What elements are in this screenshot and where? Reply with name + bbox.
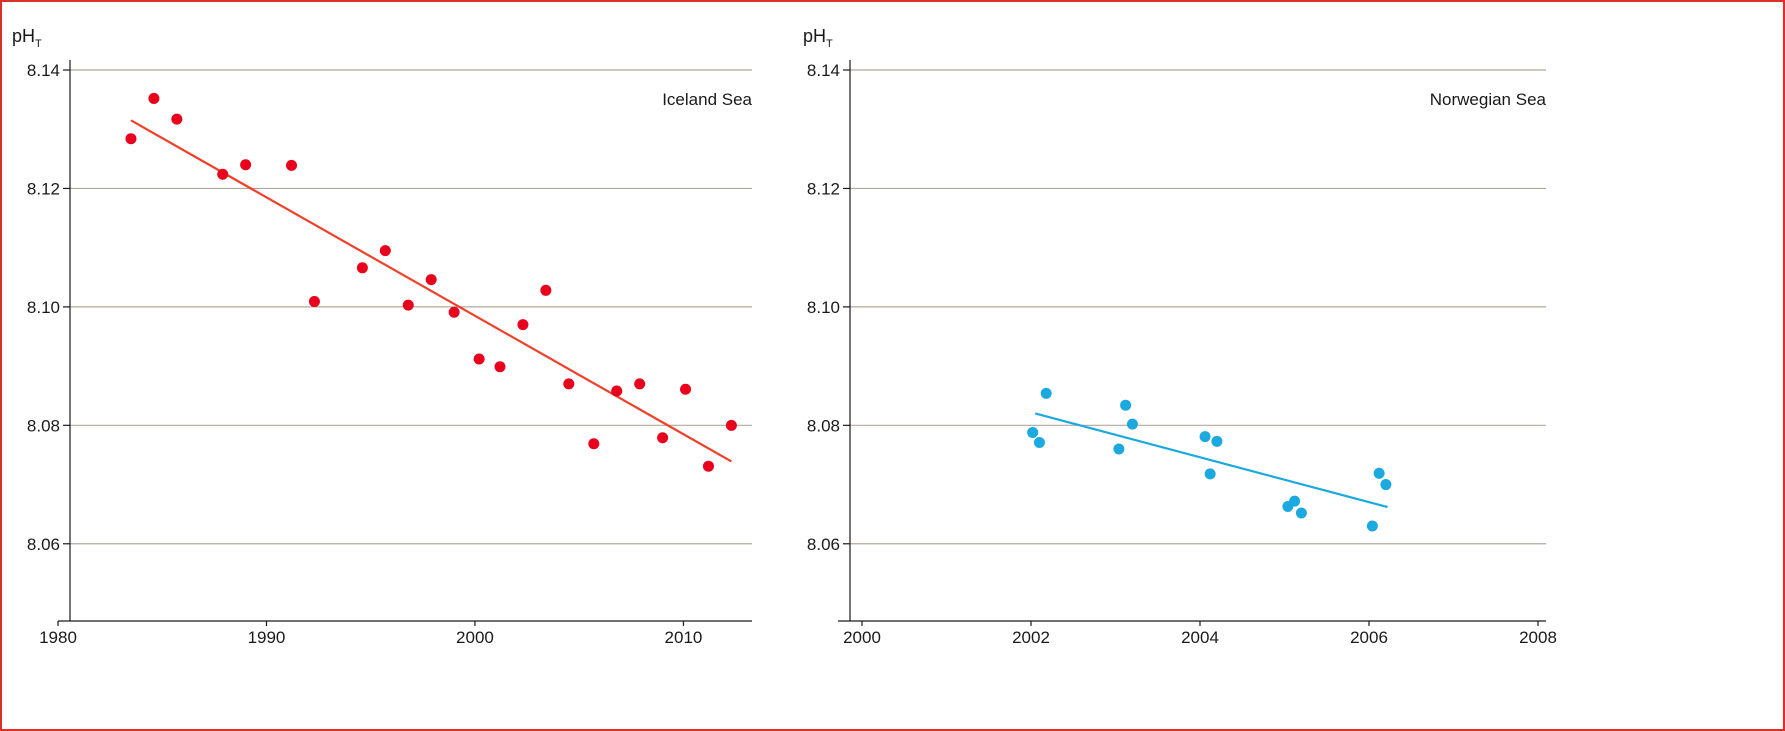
data-point xyxy=(1366,520,1378,532)
data-point xyxy=(1373,467,1385,479)
data-point xyxy=(588,438,600,450)
data-point xyxy=(425,274,437,286)
data-point xyxy=(680,383,692,395)
data-point xyxy=(473,353,485,365)
y-tick-label: 8.08 xyxy=(807,416,840,435)
y-tick-label: 8.14 xyxy=(27,61,60,80)
data-point xyxy=(634,378,646,390)
y-tick-label: 8.06 xyxy=(27,535,60,554)
trend-line xyxy=(1034,412,1388,509)
data-point xyxy=(1289,495,1301,507)
x-tick-label: 2004 xyxy=(1181,628,1219,647)
y-tick-label: 8.08 xyxy=(27,416,60,435)
x-tick-label: 2002 xyxy=(1012,628,1050,647)
data-point xyxy=(402,299,414,311)
data-point xyxy=(702,460,714,472)
data-point xyxy=(1380,479,1392,491)
data-point xyxy=(1204,468,1216,480)
data-point xyxy=(725,419,737,431)
x-tick-label: 2000 xyxy=(843,628,881,647)
x-tick-label: 1980 xyxy=(39,628,77,647)
y-tick-label: 8.06 xyxy=(807,535,840,554)
data-point xyxy=(1199,431,1211,443)
data-point xyxy=(379,245,391,257)
x-tick-label: 2006 xyxy=(1350,628,1388,647)
data-point xyxy=(540,284,552,296)
grid-lines xyxy=(850,69,1546,545)
data-point xyxy=(1126,418,1138,430)
data-point xyxy=(1033,437,1045,449)
data-points xyxy=(125,92,737,472)
data-points xyxy=(1027,387,1392,532)
data-point xyxy=(611,385,623,397)
y-axis-label: pHT xyxy=(12,26,42,50)
data-point xyxy=(217,168,229,180)
data-point xyxy=(517,319,529,331)
chart-panel-iceland-sea: 8.14 8.12 8.10 8.08 8.06 1980 1990 2000 2010 pH… xyxy=(12,26,753,647)
x-tick-label: 2010 xyxy=(665,628,703,647)
x-tick-label: 2008 xyxy=(1519,628,1557,647)
x-tick-label: 1990 xyxy=(248,628,286,647)
data-point xyxy=(494,361,506,373)
y-tick-label: 8.10 xyxy=(27,298,60,317)
data-point xyxy=(1113,443,1125,455)
data-point xyxy=(125,133,137,145)
data-point xyxy=(448,306,460,318)
data-point xyxy=(308,296,320,308)
chart-panel-norwegian-sea: 8.148.128.108.088.06 2000 2002 2004 2006 200… xyxy=(803,26,1557,647)
y-ticks: 8.14 8.12 8.10 8.08 8.06 xyxy=(807,61,850,554)
data-point xyxy=(240,159,252,171)
x-ticks: 2000 2002 2004 2006 2008 xyxy=(843,621,1557,647)
data-point xyxy=(1040,387,1052,399)
data-point xyxy=(1295,507,1307,519)
trend-line xyxy=(130,119,732,463)
y-axis-label: pHT xyxy=(803,26,833,50)
data-point xyxy=(148,92,160,104)
x-tick-label: 2000 xyxy=(456,628,494,647)
data-point xyxy=(171,113,183,125)
y-tick-label: 8.12 xyxy=(807,179,840,198)
panel-annotation: Norwegian Sea xyxy=(1430,90,1547,109)
panel-annotation: Iceland Sea xyxy=(662,90,752,109)
y-ticks: 8.14 8.12 8.10 8.08 8.06 xyxy=(27,61,70,554)
data-point xyxy=(563,378,575,390)
y-tick-label: 8.12 xyxy=(27,179,60,198)
data-point xyxy=(657,432,669,444)
data-point xyxy=(356,262,368,274)
x-ticks: 1980 1990 2000 2010 xyxy=(39,621,702,647)
data-point xyxy=(286,159,298,171)
data-point xyxy=(1120,399,1132,411)
data-point xyxy=(1211,435,1223,447)
y-tick-label: 8.14 xyxy=(807,61,840,80)
data-point xyxy=(1027,426,1039,438)
y-tick-label: 8.10 xyxy=(807,298,840,317)
